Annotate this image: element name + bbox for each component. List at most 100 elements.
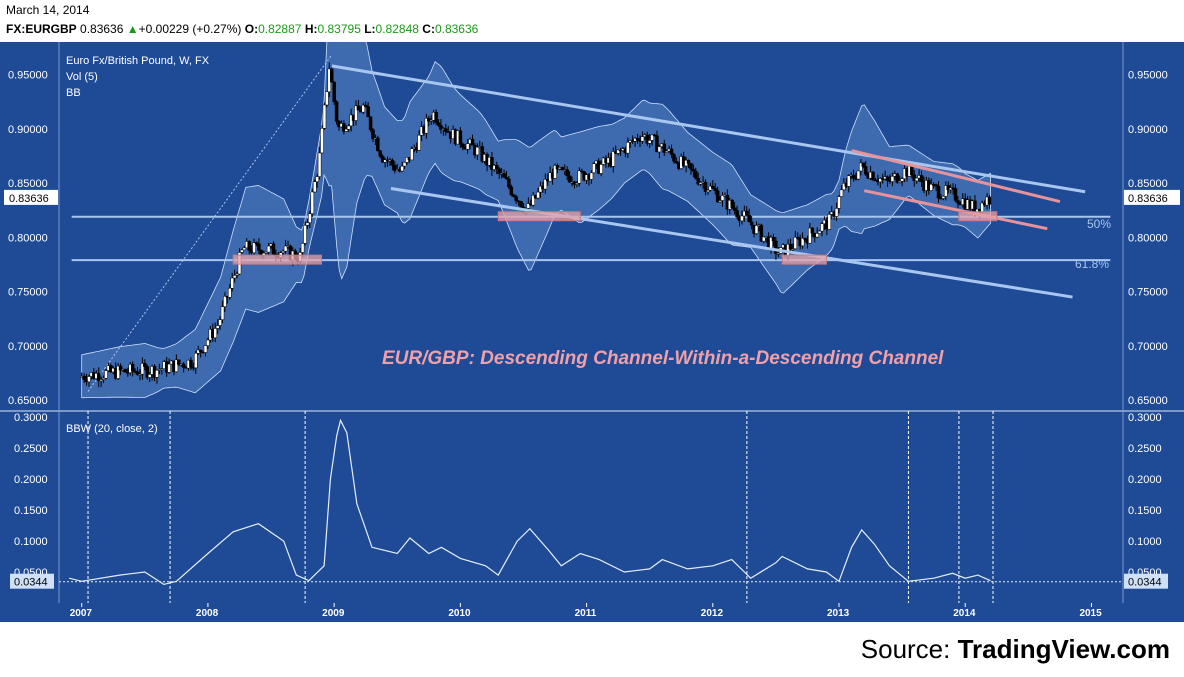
symbol[interactable]: FX:EURGBP (6, 22, 77, 36)
candle-body (560, 167, 565, 171)
candle-body (718, 200, 722, 203)
candle-body (436, 122, 441, 126)
candle-body (662, 143, 667, 153)
candle-body (664, 150, 669, 153)
candle-body (531, 194, 535, 206)
last-bbw-tag-right: 0.0344 (1128, 577, 1162, 589)
candle-body (747, 214, 751, 223)
candle-body (808, 227, 812, 244)
last-price-tag-left: 0.83636 (9, 193, 49, 205)
candle-body (885, 176, 890, 181)
last-bbw-tag-left-bg (10, 573, 54, 589)
candle-body (762, 236, 766, 242)
time-tick-label: 2015 (1079, 608, 1102, 619)
candle-body (247, 241, 251, 251)
candle-body (810, 227, 815, 234)
bbw-tick-left: 0.3000 (14, 412, 48, 424)
fib-618-label: 61.8% (1075, 257, 1109, 271)
price-chart[interactable]: 0.65000 0.65000 0.70000 0.70000 0.75000 0.750… (0, 42, 1184, 622)
candle-body (332, 81, 336, 102)
candle-body (240, 249, 244, 253)
candle-body (715, 190, 720, 203)
candle-body (827, 214, 832, 230)
candle-body (145, 366, 150, 378)
time-axis[interactable] (0, 603, 1184, 622)
candle-body (526, 203, 531, 209)
close-value: 0.83636 (434, 22, 479, 36)
candle-body (655, 135, 659, 153)
bbw-tick-right: 0.1500 (1128, 505, 1162, 517)
candle-body (174, 359, 179, 373)
candle-body (895, 173, 900, 183)
candle-body (167, 363, 171, 373)
candle-body (553, 165, 557, 179)
source-site: TradingView.com (957, 634, 1170, 664)
candle-body (514, 196, 518, 202)
candle-body (691, 168, 696, 172)
bbw-pane[interactable] (59, 411, 1123, 603)
price-tick-right: 0.85000 (1128, 178, 1168, 190)
bbw-tick-right: 0.2500 (1128, 443, 1162, 455)
price-tick-right: 0.80000 (1128, 232, 1168, 244)
candle-body (271, 243, 276, 255)
candle-body (839, 189, 844, 197)
right-price-axis[interactable] (1123, 42, 1184, 603)
candle-body (674, 160, 679, 164)
candle-body (861, 162, 866, 167)
price-tick-left: 0.85000 (8, 178, 48, 190)
legend-bb: BB (66, 87, 81, 99)
price-tick-right: 0.65000 (1128, 395, 1168, 407)
candle-body (740, 215, 744, 222)
candle-body (577, 170, 582, 184)
candle-body (470, 139, 475, 146)
time-tick-label: 2011 (575, 608, 597, 619)
candle-body (851, 174, 856, 179)
candle-body (400, 165, 404, 172)
candle-body (536, 191, 540, 199)
candle-body (334, 101, 339, 122)
candle-body (429, 120, 433, 122)
candle-body (519, 201, 523, 208)
candle-body (283, 245, 288, 252)
candle-body (310, 191, 315, 214)
candle-body (308, 213, 312, 223)
support-zone-1 (497, 211, 581, 222)
source-credit: Source: TradingView.com (861, 634, 1170, 665)
candle-body (837, 196, 841, 209)
legend-bbw: BBW (20, close, 2) (66, 423, 158, 435)
candle-body (434, 112, 438, 123)
candle-body (371, 129, 375, 140)
candle-body (686, 159, 691, 164)
time-tick-label: 2008 (196, 608, 219, 619)
candle-body (759, 224, 764, 242)
candle-body (320, 128, 324, 154)
candle-body (475, 146, 480, 156)
candle-body (871, 171, 875, 181)
candle-body (507, 178, 511, 188)
candle-body (512, 194, 516, 197)
low-label: L: (364, 22, 376, 36)
candle-body (194, 352, 198, 369)
candle-body (344, 129, 349, 132)
candle-body (232, 275, 237, 279)
candle-body (378, 150, 383, 157)
candle-body (424, 118, 429, 134)
candle-body (116, 365, 120, 379)
last-price: 0.83636 (80, 22, 124, 36)
candle-body (312, 181, 317, 193)
candle-body (820, 223, 824, 232)
candle-body (800, 237, 805, 247)
candle-body (490, 157, 494, 170)
candle-body (235, 273, 239, 276)
candle-body (461, 143, 465, 148)
candle-body (897, 180, 902, 183)
candle-body (645, 134, 650, 144)
chart-annotation: EUR/GBP: Descending Channel-Within-a-Des… (382, 348, 944, 369)
candle-body (890, 176, 895, 182)
channel-lower-line (390, 187, 1073, 299)
left-price-axis[interactable] (0, 42, 59, 603)
candle-body (579, 170, 584, 173)
candle-body (198, 349, 203, 353)
candle-body (393, 165, 397, 171)
candle-body (155, 369, 159, 378)
